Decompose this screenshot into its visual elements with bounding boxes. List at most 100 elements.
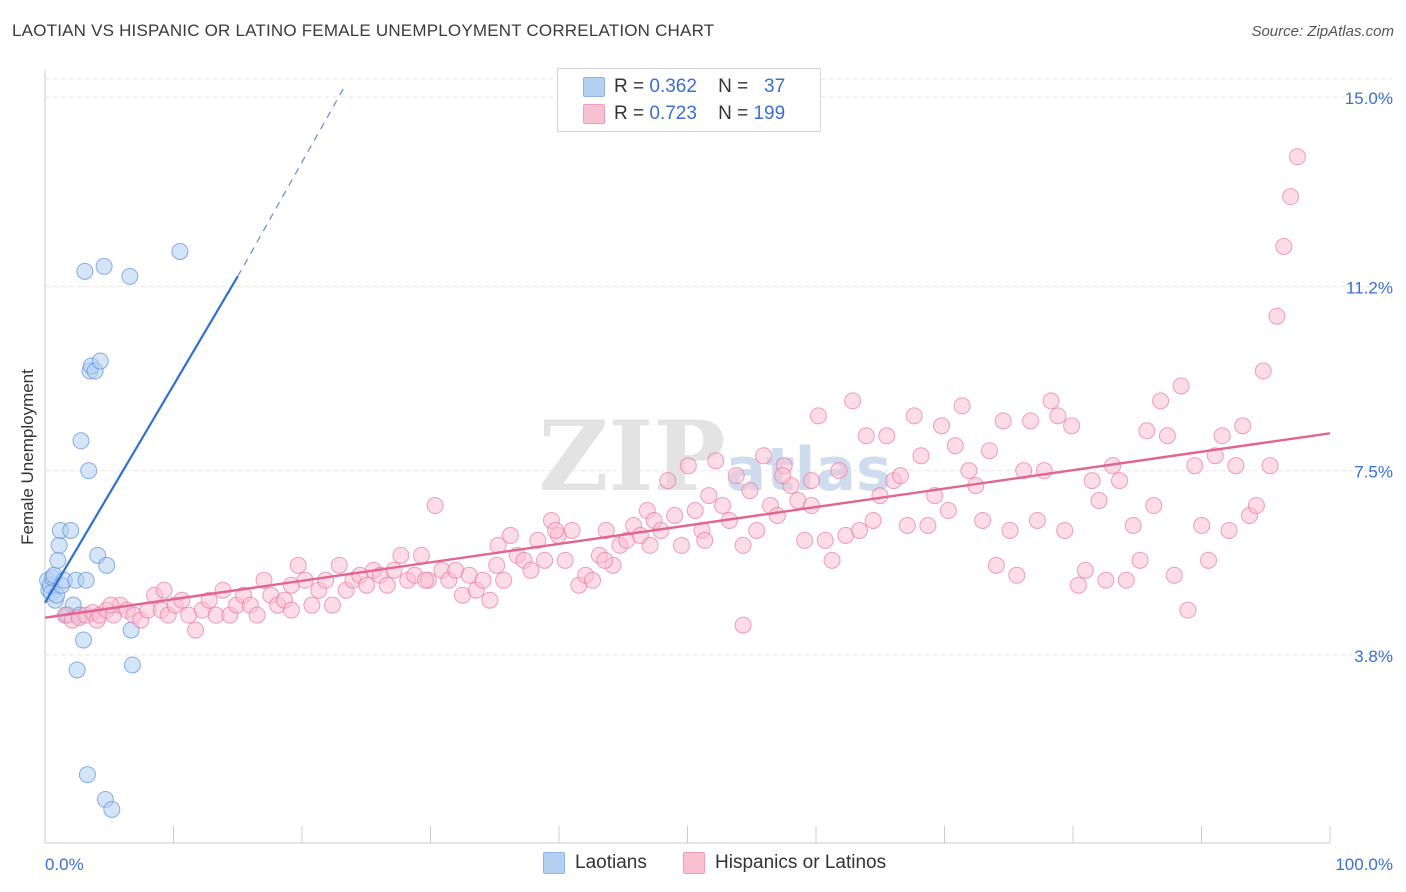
point-hispanics bbox=[953, 397, 971, 415]
point-hispanics bbox=[1131, 551, 1149, 569]
point-laotians bbox=[171, 242, 189, 260]
point-hispanics bbox=[774, 467, 792, 485]
point-laotians bbox=[50, 536, 68, 554]
point-laotians bbox=[78, 766, 96, 784]
point-hispanics bbox=[857, 427, 875, 445]
point-hispanics bbox=[187, 621, 205, 639]
legend-swatch-laotians bbox=[583, 77, 605, 97]
point-laotians bbox=[123, 656, 141, 674]
point-hispanics bbox=[1165, 566, 1183, 584]
trend-line-laotians bbox=[44, 275, 239, 604]
point-laotians bbox=[80, 462, 98, 480]
point-hispanics bbox=[898, 516, 916, 534]
point-hispanics bbox=[1206, 447, 1224, 465]
legend-n-label: N = bbox=[718, 103, 749, 124]
point-hispanics bbox=[378, 576, 396, 594]
point-hispanics bbox=[522, 561, 540, 579]
point-hispanics bbox=[426, 497, 444, 515]
point-hispanics bbox=[714, 497, 732, 515]
point-hispanics bbox=[289, 556, 307, 574]
point-hispanics bbox=[412, 546, 430, 564]
point-hispanics bbox=[748, 521, 766, 539]
point-hispanics bbox=[1069, 576, 1087, 594]
point-hispanics bbox=[994, 412, 1012, 430]
point-laotians bbox=[68, 661, 86, 679]
point-hispanics bbox=[317, 571, 335, 589]
point-hispanics bbox=[641, 536, 659, 554]
legend-r-label: R = bbox=[614, 76, 645, 97]
point-hispanics bbox=[1063, 417, 1081, 435]
point-hispanics bbox=[536, 551, 554, 569]
point-hispanics bbox=[1288, 148, 1306, 166]
point-hispanics bbox=[659, 472, 677, 490]
point-hispanics bbox=[700, 487, 718, 505]
legend-n-value: 199 bbox=[753, 103, 786, 124]
tick-labels: 3.8% 7.5% 11.2% 15.0% 0.0% 100.0% bbox=[45, 89, 1393, 874]
point-hispanics bbox=[1111, 472, 1129, 490]
point-hispanics bbox=[686, 502, 704, 520]
series-legend: Laotians Hispanics or Latinos bbox=[0, 852, 1406, 878]
legend-label-laotians: Laotians bbox=[575, 852, 647, 873]
point-hispanics bbox=[1199, 551, 1217, 569]
point-hispanics bbox=[1097, 571, 1115, 589]
trend-lines bbox=[44, 84, 1331, 619]
point-hispanics bbox=[1049, 407, 1067, 425]
y-tick-label: 11.2% bbox=[1346, 278, 1393, 297]
point-hispanics bbox=[864, 511, 882, 529]
point-hispanics bbox=[1275, 237, 1293, 255]
point-hispanics bbox=[358, 576, 376, 594]
point-hispanics bbox=[1022, 412, 1040, 430]
point-hispanics bbox=[173, 591, 191, 609]
point-hispanics bbox=[1179, 601, 1197, 619]
legend-swatch-hispanics bbox=[583, 104, 605, 124]
point-hispanics bbox=[803, 472, 821, 490]
data-points bbox=[39, 148, 1306, 818]
point-hispanics bbox=[823, 551, 841, 569]
legend-r-label: R = bbox=[614, 103, 645, 124]
point-hispanics bbox=[501, 526, 519, 544]
legend-swatch-laotians bbox=[543, 852, 565, 874]
point-laotians bbox=[75, 631, 93, 649]
point-hispanics bbox=[679, 457, 697, 475]
point-hispanics bbox=[392, 546, 410, 564]
point-hispanics bbox=[696, 531, 714, 549]
point-hispanics bbox=[919, 516, 937, 534]
point-hispanics bbox=[850, 521, 868, 539]
point-hispanics bbox=[1158, 427, 1176, 445]
point-hispanics bbox=[200, 591, 218, 609]
point-hispanics bbox=[1138, 422, 1156, 440]
point-hispanics bbox=[666, 507, 684, 524]
point-hispanics bbox=[1145, 497, 1163, 515]
legend-n-label: N = bbox=[718, 76, 749, 97]
point-hispanics bbox=[1008, 566, 1026, 584]
point-hispanics bbox=[672, 536, 690, 554]
legend-item-laotians[interactable]: Laotians bbox=[543, 852, 647, 874]
point-hispanics bbox=[529, 531, 547, 549]
point-hispanics bbox=[1282, 188, 1300, 206]
point-hispanics bbox=[1227, 457, 1245, 475]
point-hispanics bbox=[1090, 492, 1108, 510]
point-hispanics bbox=[803, 497, 821, 515]
point-hispanics bbox=[734, 616, 752, 634]
point-hispanics bbox=[1172, 377, 1190, 395]
point-hispanics bbox=[974, 511, 992, 529]
point-hispanics bbox=[816, 531, 834, 549]
point-hispanics bbox=[1056, 521, 1074, 539]
chart-title: LAOTIAN VS HISPANIC OR LATINO FEMALE UNE… bbox=[12, 21, 715, 40]
axes bbox=[44, 70, 1331, 844]
point-hispanics bbox=[248, 606, 266, 624]
point-hispanics bbox=[987, 556, 1005, 574]
point-hispanics bbox=[1152, 392, 1170, 410]
point-laotians bbox=[98, 556, 116, 574]
point-hispanics bbox=[481, 591, 499, 609]
legend-label-hispanics: Hispanics or Latinos bbox=[715, 852, 887, 873]
legend-item-hispanics[interactable]: Hispanics or Latinos bbox=[683, 852, 886, 874]
point-hispanics bbox=[912, 447, 930, 465]
point-hispanics bbox=[596, 551, 614, 569]
point-hispanics bbox=[1268, 307, 1286, 325]
y-tick-label: 3.8% bbox=[1354, 647, 1393, 666]
point-hispanics bbox=[303, 596, 321, 614]
point-hispanics bbox=[830, 462, 848, 480]
watermark: ZIPatlas bbox=[538, 400, 891, 513]
